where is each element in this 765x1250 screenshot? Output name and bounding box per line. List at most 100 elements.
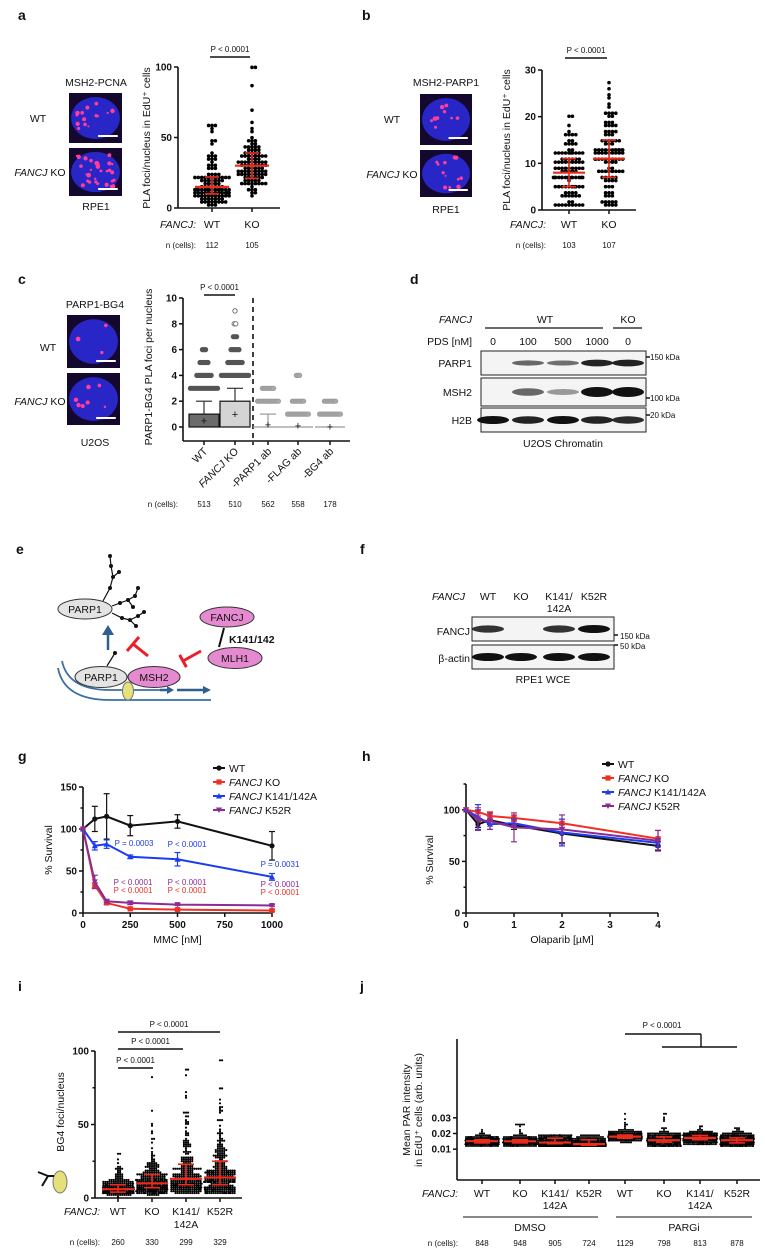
pla-focus (455, 116, 460, 120)
data-point (538, 1137, 541, 1140)
data-point (662, 1116, 666, 1119)
data-point (182, 1160, 186, 1163)
data-point (670, 1134, 674, 1137)
data-point (165, 1191, 168, 1195)
data-point (114, 1193, 118, 1197)
data-point (189, 1186, 192, 1189)
data-point (195, 1173, 198, 1176)
group-prefix-label: FANCJ: (64, 1206, 100, 1218)
data-point (674, 1132, 678, 1135)
blot-band (512, 416, 544, 424)
data-point (250, 138, 254, 143)
data-point (150, 1109, 154, 1112)
data-point (601, 1144, 605, 1148)
p-value-annotation: P < 0.0001 (168, 886, 207, 895)
data-point (570, 203, 575, 207)
data-point (125, 1184, 129, 1187)
data-marker (174, 818, 181, 825)
data-point (623, 1127, 627, 1130)
data-point (195, 1182, 198, 1185)
data-point (225, 1190, 228, 1193)
outlier-point (296, 372, 303, 378)
data-point (150, 1122, 154, 1125)
data-point (700, 1128, 704, 1131)
data-point (118, 1165, 122, 1168)
data-point (144, 1188, 147, 1191)
data-point (253, 142, 258, 146)
data-point (580, 160, 585, 164)
data-point (263, 169, 268, 174)
data-point (220, 178, 225, 183)
category-label: WT (204, 219, 221, 231)
par-unit (113, 651, 117, 655)
data-point (210, 1191, 213, 1195)
panel-label-h: h (362, 748, 371, 764)
data-marker (269, 843, 275, 849)
data-point (211, 1190, 214, 1193)
data-point (233, 1191, 236, 1195)
data-point (623, 1121, 627, 1124)
data-point (570, 190, 575, 195)
data-point (199, 200, 204, 204)
data-point (570, 142, 575, 146)
data-point (206, 203, 211, 207)
data-point (570, 138, 575, 143)
data-point (212, 1188, 215, 1191)
data-point (478, 1132, 482, 1135)
data-point (560, 166, 564, 171)
data-point (191, 1158, 194, 1161)
data-point (518, 1135, 522, 1139)
data-point (206, 123, 211, 128)
n-cells-value: 299 (179, 1238, 193, 1247)
data-point (223, 200, 228, 204)
data-point (231, 1178, 235, 1182)
data-point (246, 157, 251, 161)
data-point (482, 1134, 486, 1137)
data-point (614, 160, 618, 164)
data-point (157, 1191, 161, 1195)
data-point (114, 1178, 118, 1182)
blot-band (512, 388, 544, 396)
data-point (532, 1143, 535, 1146)
data-point (607, 200, 611, 204)
data-point (637, 1132, 640, 1135)
y-tick-label: 150 (60, 783, 77, 794)
data-point (223, 1180, 226, 1183)
data-point (689, 1134, 692, 1137)
data-point (152, 1167, 156, 1170)
data-point (189, 1156, 192, 1159)
data-point (159, 1171, 162, 1174)
data-point (161, 1173, 164, 1176)
data-point (212, 1191, 215, 1195)
data-point (114, 1173, 118, 1176)
data-point (619, 1141, 623, 1144)
data-point (567, 1134, 571, 1137)
data-point (553, 184, 558, 189)
data-point (205, 1191, 209, 1195)
category-label: K52R (576, 1188, 603, 1200)
row-label-ko: FANCJ KO (14, 396, 65, 408)
data-point (603, 123, 608, 128)
outlier-point (205, 359, 211, 366)
data-point (165, 1184, 169, 1187)
data-point (184, 1094, 188, 1097)
data-point (155, 1163, 158, 1167)
data-point (253, 138, 258, 143)
data-point (218, 1191, 222, 1195)
data-point (629, 1141, 633, 1144)
data-point (184, 1120, 188, 1124)
data-point (214, 1178, 217, 1182)
data-point (231, 1191, 234, 1195)
data-point (662, 1143, 666, 1146)
data-point (121, 1177, 124, 1180)
data-point (229, 1178, 232, 1182)
data-marker (216, 807, 222, 813)
data-point (257, 181, 261, 186)
data-point (193, 190, 197, 195)
data-point (213, 178, 218, 183)
data-point (216, 1173, 220, 1176)
par-unit (136, 586, 140, 590)
data-point (210, 154, 214, 158)
data-point (514, 1135, 518, 1139)
data-point (196, 194, 201, 198)
